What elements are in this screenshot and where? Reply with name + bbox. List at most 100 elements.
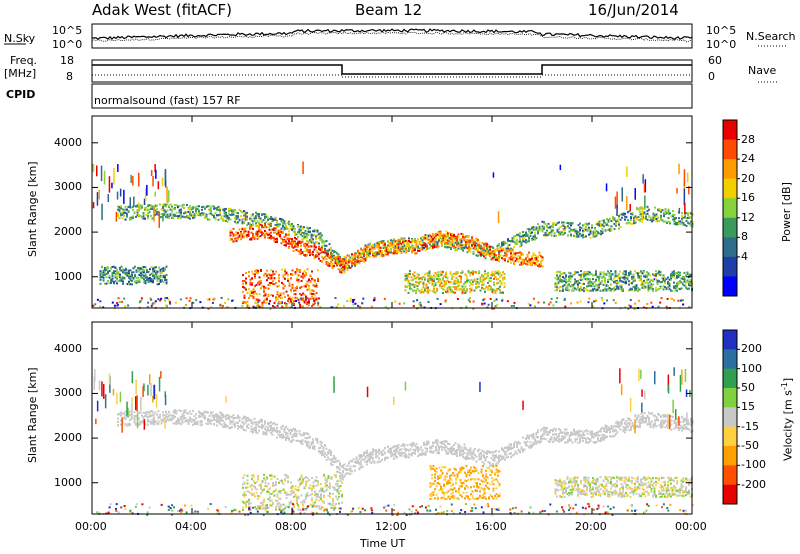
- power-cell: [627, 219, 629, 222]
- power-cell: [251, 290, 253, 293]
- power-cell: [351, 262, 353, 265]
- power-cell: [564, 227, 566, 230]
- power-cell: [144, 206, 146, 209]
- power-cell: [183, 215, 185, 218]
- power-cell: [138, 213, 140, 216]
- power-cell: [250, 214, 253, 217]
- power-cell: [126, 215, 128, 218]
- power-cell: [354, 252, 356, 255]
- power-cell: [525, 235, 527, 237]
- power-cell: [268, 232, 271, 235]
- power-cell: [514, 243, 517, 245]
- power-cell: [666, 212, 668, 214]
- power-cell: [531, 225, 533, 228]
- power-cell: [118, 217, 121, 220]
- power-cell: [385, 252, 388, 255]
- power-cell: [297, 249, 299, 252]
- power-cell: [229, 218, 232, 221]
- power-cell: [613, 217, 616, 220]
- power-cell: [295, 238, 298, 240]
- power-cell: [675, 217, 677, 220]
- power-cell: [223, 209, 226, 212]
- power-cell: [190, 214, 193, 217]
- power-cell: [636, 217, 638, 220]
- power-cell: [420, 243, 422, 246]
- power-cell: [618, 222, 620, 225]
- power-cell: [633, 222, 635, 225]
- power-cell: [255, 215, 257, 218]
- power-cell: [249, 238, 251, 241]
- power-cell: [340, 271, 343, 274]
- power-cell: [243, 231, 245, 234]
- power-cell: [442, 235, 445, 238]
- power-cell: [246, 291, 249, 294]
- power-cell: [258, 236, 260, 239]
- power-cell: [325, 249, 328, 252]
- power-cell: [562, 224, 565, 227]
- power-cell: [142, 212, 145, 215]
- power-cell: [372, 254, 374, 257]
- power-cell: [331, 267, 334, 269]
- power-cell: [637, 216, 640, 218]
- power-cell: [337, 262, 340, 265]
- power-cell: [519, 245, 521, 248]
- power-cell: [351, 254, 353, 257]
- power-cell: [481, 250, 484, 253]
- power-cell: [304, 250, 307, 253]
- power-cell: [282, 232, 284, 234]
- power-cell: [339, 257, 341, 260]
- power-cell: [130, 217, 133, 219]
- power-cell: [346, 263, 349, 266]
- power-cell: [423, 244, 425, 247]
- power-cell: [550, 225, 553, 228]
- power-cell: [433, 233, 436, 236]
- power-cell: [226, 214, 229, 217]
- power-cell: [202, 205, 205, 208]
- power-cell: [187, 216, 190, 219]
- power-cell: [199, 214, 202, 217]
- power-cell: [601, 224, 604, 227]
- power-cell: [537, 265, 539, 267]
- power-cell: [550, 230, 553, 233]
- power-cell: [513, 263, 515, 265]
- power-cell: [585, 222, 587, 225]
- power-cell: [249, 223, 251, 226]
- power-cell: [304, 242, 307, 245]
- power-cell: [235, 222, 238, 225]
- power-cell: [165, 203, 167, 206]
- power-cell: [271, 236, 274, 239]
- power-cell: [178, 216, 181, 219]
- power-cell: [522, 263, 524, 265]
- power-cell: [154, 211, 157, 214]
- power-cell: [309, 251, 311, 254]
- power-cell: [248, 271, 250, 273]
- power-cell: [444, 235, 446, 238]
- power-cell: [414, 238, 416, 241]
- power-cell: [252, 227, 254, 230]
- power-cell: [498, 257, 500, 260]
- power-cell: [256, 237, 259, 240]
- power-cell: [277, 231, 280, 234]
- power-cell: [540, 264, 542, 267]
- power-cell: [475, 254, 478, 257]
- power-cell: [519, 232, 521, 235]
- power-cell: [363, 251, 365, 254]
- power-cell: [390, 242, 392, 245]
- power-cell: [277, 234, 280, 237]
- power-cell: [319, 247, 322, 250]
- power-cell: [411, 241, 413, 244]
- power-cell: [622, 212, 625, 215]
- power-cell: [166, 203, 169, 206]
- power-cell: [630, 212, 632, 215]
- power-cell: [471, 244, 473, 247]
- power-cell: [328, 249, 331, 252]
- power-cell: [132, 208, 134, 211]
- power-cell: [172, 207, 175, 210]
- power-cell: [604, 229, 607, 232]
- power-cell: [526, 255, 529, 258]
- power-cell: [343, 263, 346, 266]
- power-cell: [327, 250, 329, 253]
- power-cell: [450, 242, 452, 245]
- power-cell: [276, 237, 278, 240]
